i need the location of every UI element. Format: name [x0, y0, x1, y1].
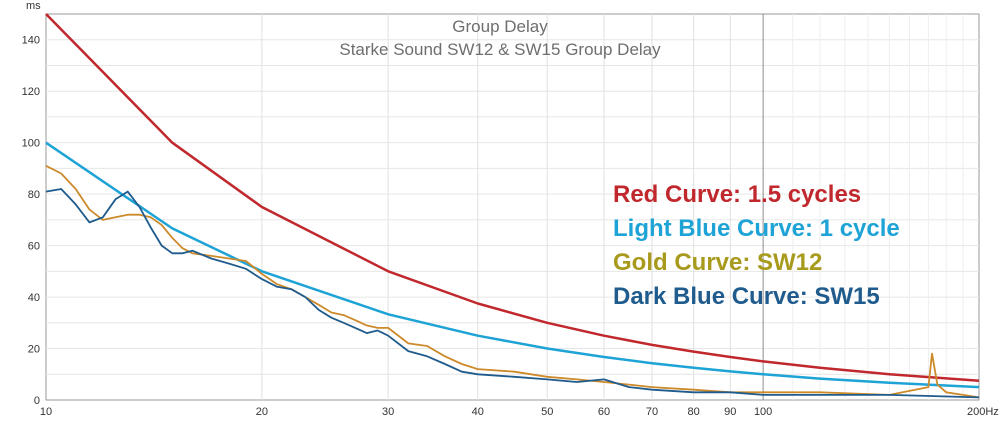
x-tick-label: 50: [541, 406, 553, 418]
gold-curve-line: [45, 164, 980, 399]
grid: [46, 14, 979, 400]
x-tick-label: 90: [724, 406, 736, 418]
series-group: [45, 13, 980, 399]
x-tick-label: 10: [40, 406, 52, 418]
dark-blue-curve-line: [45, 188, 980, 399]
x-tick-label: 100: [754, 406, 772, 418]
legend-entry-red: Red Curve: 1.5 cycles: [613, 181, 861, 208]
y-tick-label: 80: [28, 189, 40, 201]
y-tick-label: 100: [22, 138, 40, 150]
x-tick-label: 80: [688, 406, 700, 418]
plot-background: [45, 13, 980, 401]
x-tick-label: 60: [598, 406, 610, 418]
y-axis-unit-label: ms: [26, 0, 41, 12]
light-blue-curve-line: [45, 141, 980, 389]
chart-title: Group Delay: [452, 17, 548, 36]
legend: Red Curve: 1.5 cycles Light Blue Curve: 1…: [613, 181, 900, 310]
y-tick-label: 120: [22, 86, 40, 98]
x-tick-label: 70: [646, 406, 658, 418]
y-tick-label: 0: [34, 395, 40, 407]
x-tick-label: 40: [472, 406, 484, 418]
x-axis-ticks: 10 20 30 40 50 60 70 80 90 100 200Hz: [40, 406, 999, 418]
x-tick-label: 20: [256, 406, 268, 418]
y-axis-ticks: 0 20 40 60 80 100 120 140: [22, 35, 40, 407]
legend-entry-light-blue: Light Blue Curve: 1 cycle: [613, 215, 900, 242]
legend-entry-gold: Gold Curve: SW12: [613, 249, 822, 276]
x-tick-label: 200Hz: [967, 406, 999, 418]
chart-subtitle: Starke Sound SW12 & SW15 Group Delay: [339, 40, 661, 59]
y-tick-label: 20: [28, 344, 40, 356]
y-tick-label: 140: [22, 35, 40, 47]
y-tick-label: 40: [28, 292, 40, 304]
x-tick-label: 30: [382, 406, 394, 418]
y-tick-label: 60: [28, 241, 40, 253]
red-curve-line: [45, 13, 980, 382]
legend-entry-dark-blue: Dark Blue Curve: SW15: [613, 283, 880, 310]
